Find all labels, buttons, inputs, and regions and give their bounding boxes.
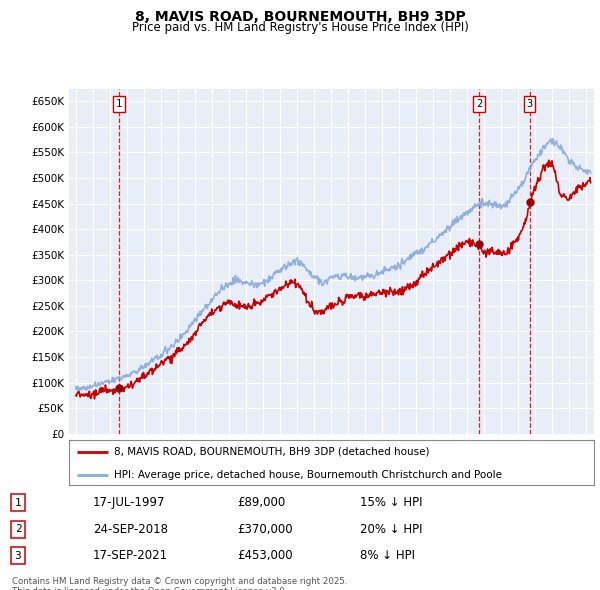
Text: 24-SEP-2018: 24-SEP-2018 — [93, 523, 168, 536]
Text: £89,000: £89,000 — [237, 496, 285, 509]
Text: 3: 3 — [526, 99, 533, 109]
Text: 1: 1 — [14, 498, 22, 507]
Text: 1: 1 — [116, 99, 122, 109]
Text: 20% ↓ HPI: 20% ↓ HPI — [360, 523, 422, 536]
Text: 15% ↓ HPI: 15% ↓ HPI — [360, 496, 422, 509]
Text: 2: 2 — [476, 99, 482, 109]
Text: £370,000: £370,000 — [237, 523, 293, 536]
Text: 17-SEP-2021: 17-SEP-2021 — [93, 549, 168, 562]
Text: 8% ↓ HPI: 8% ↓ HPI — [360, 549, 415, 562]
Text: Price paid vs. HM Land Registry's House Price Index (HPI): Price paid vs. HM Land Registry's House … — [131, 21, 469, 34]
Text: Contains HM Land Registry data © Crown copyright and database right 2025.
This d: Contains HM Land Registry data © Crown c… — [12, 577, 347, 590]
Text: 8, MAVIS ROAD, BOURNEMOUTH, BH9 3DP (detached house): 8, MAVIS ROAD, BOURNEMOUTH, BH9 3DP (det… — [113, 447, 429, 457]
Text: 17-JUL-1997: 17-JUL-1997 — [93, 496, 166, 509]
Text: 3: 3 — [14, 551, 22, 560]
Text: 2: 2 — [14, 525, 22, 534]
Text: £453,000: £453,000 — [237, 549, 293, 562]
Text: HPI: Average price, detached house, Bournemouth Christchurch and Poole: HPI: Average price, detached house, Bour… — [113, 470, 502, 480]
Text: 8, MAVIS ROAD, BOURNEMOUTH, BH9 3DP: 8, MAVIS ROAD, BOURNEMOUTH, BH9 3DP — [134, 10, 466, 24]
